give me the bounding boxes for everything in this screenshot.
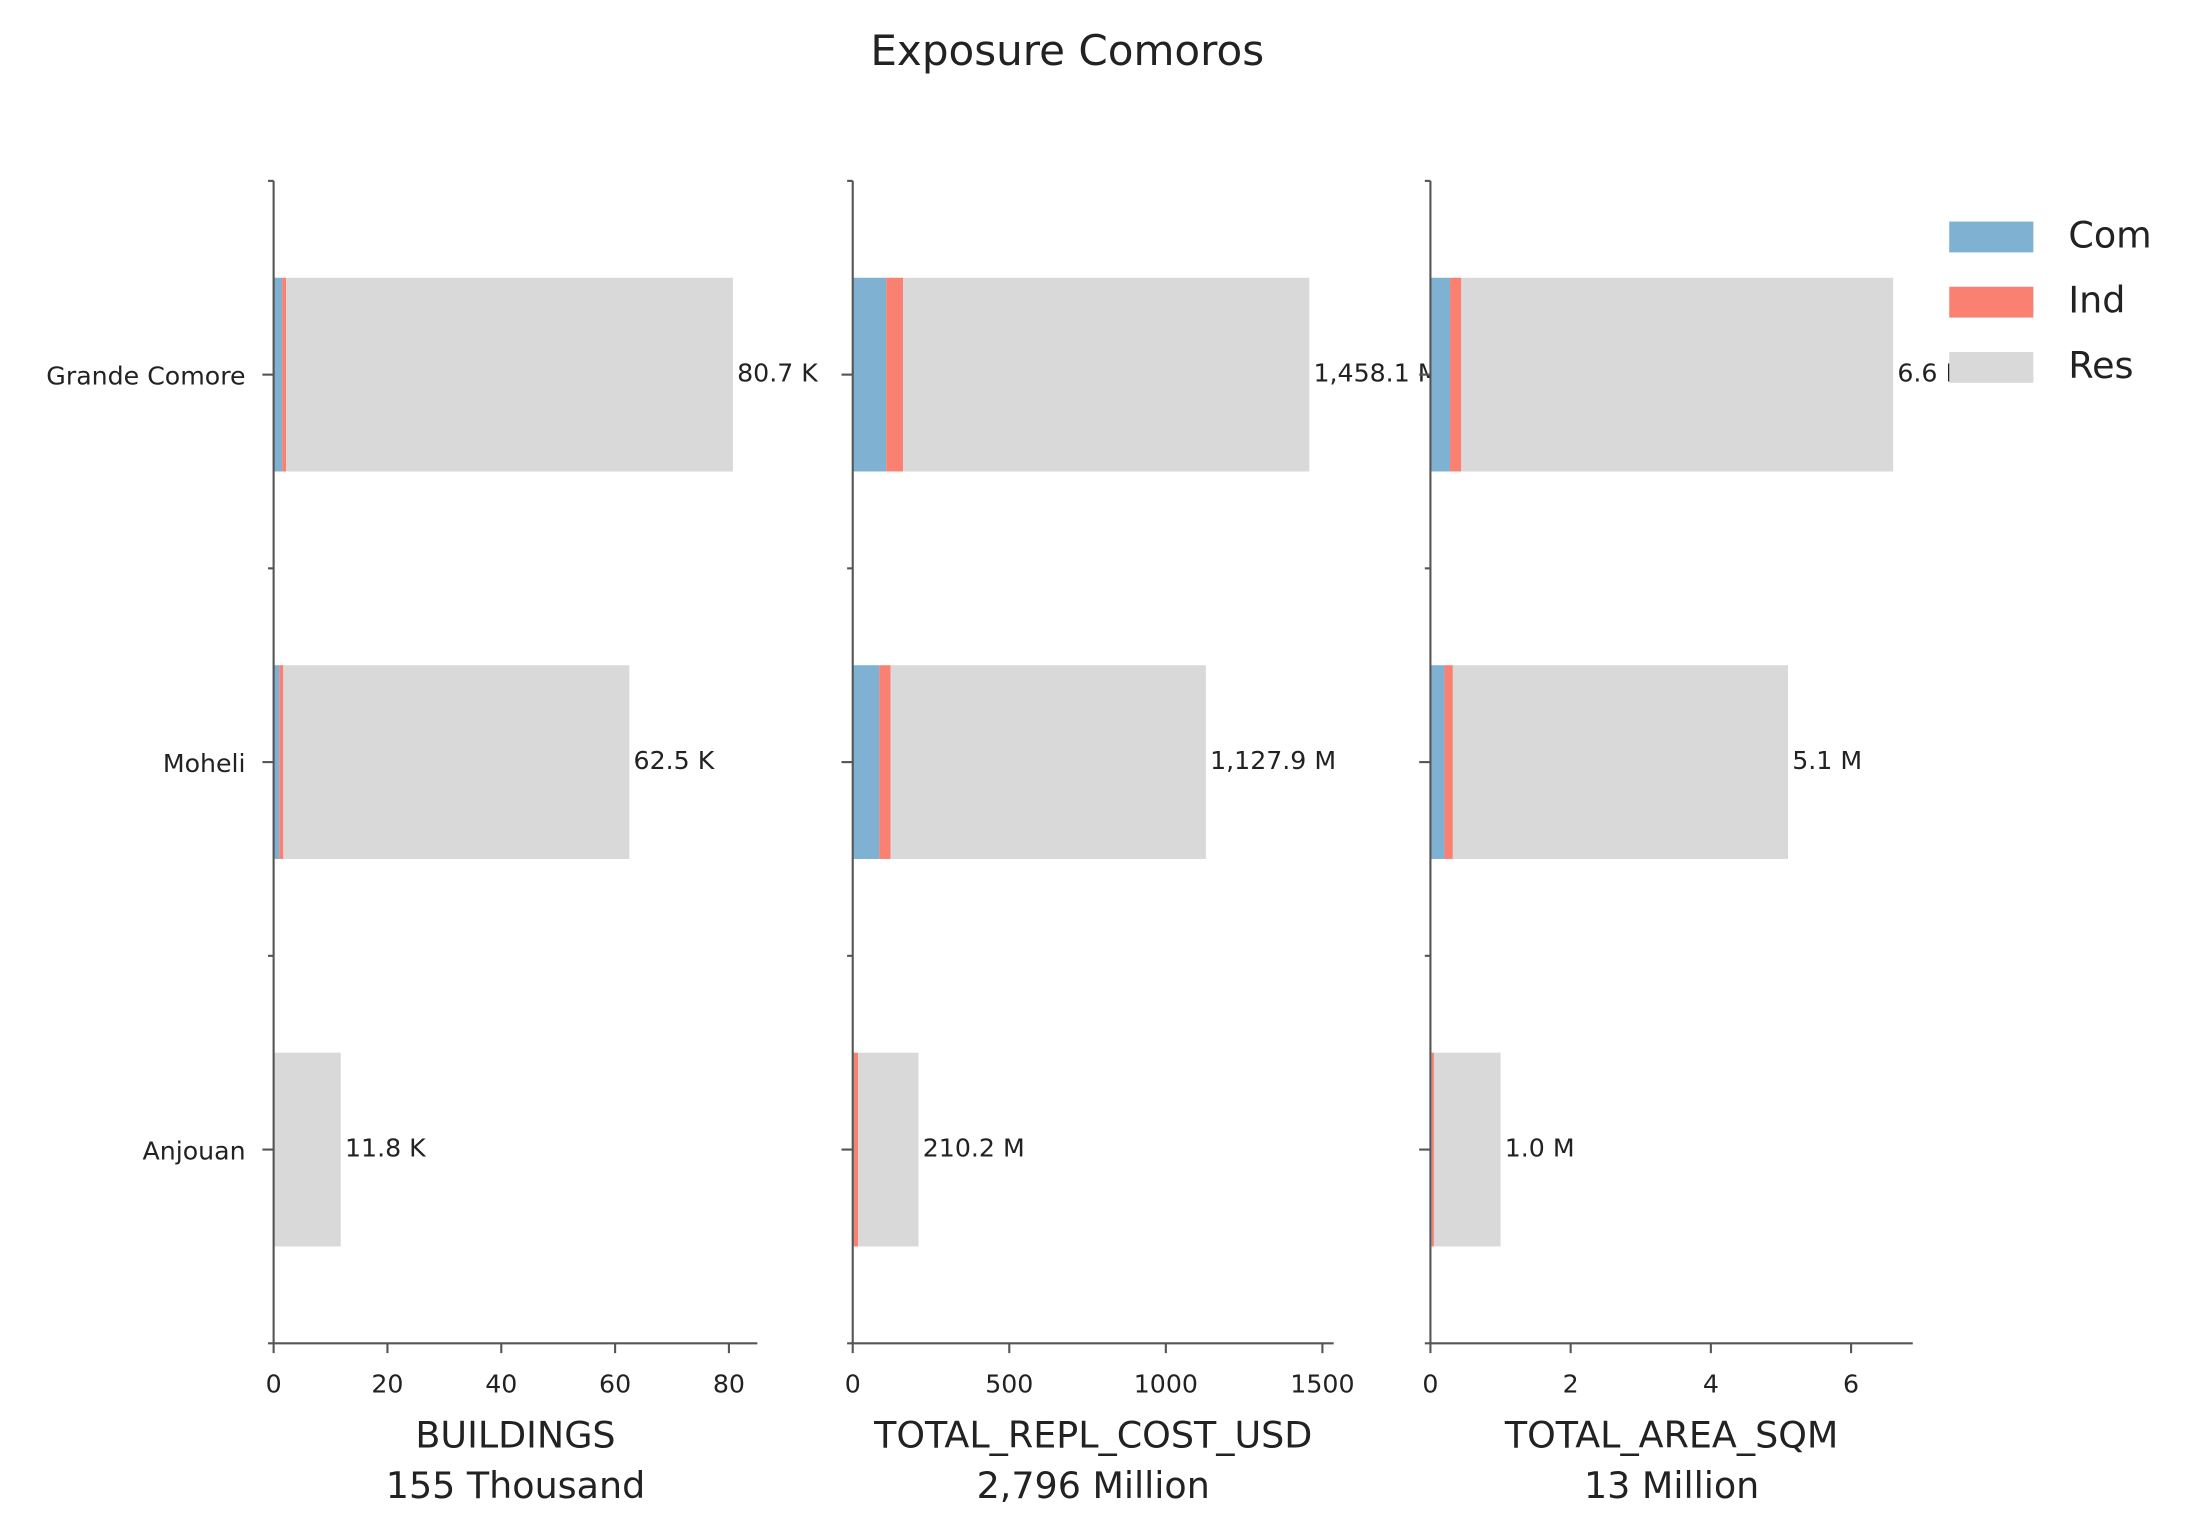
- x-axis-note: 13 Million: [1584, 1464, 1759, 1507]
- x-axis-note: 155 Thousand: [386, 1464, 645, 1507]
- x-tick-label: 6: [1843, 1369, 1859, 1398]
- bar-segment: [1461, 277, 1894, 472]
- bar-segment: [1450, 277, 1462, 472]
- chart-title: Exposure Comoros: [870, 26, 1264, 75]
- x-tick-label: 4: [1703, 1369, 1719, 1398]
- bar-segment: [274, 1052, 341, 1247]
- bar-segment: [273, 277, 283, 472]
- bar-segment: [1452, 665, 1788, 859]
- total-label: 1,458.1 M: [1313, 359, 1439, 388]
- legend-label: Res: [2068, 344, 2133, 387]
- x-tick-label: 2: [1563, 1369, 1579, 1398]
- bar-segment: [903, 277, 1310, 472]
- legend-swatch: [1949, 221, 2034, 253]
- x-tick-label: 60: [599, 1369, 631, 1398]
- y-tick-label: Anjouan: [142, 1136, 245, 1165]
- x-axis-label: BUILDINGS: [415, 1414, 615, 1457]
- legend-label: Com: [2068, 213, 2151, 256]
- x-tick-label: 0: [845, 1369, 861, 1398]
- x-tick-label: 20: [371, 1369, 403, 1398]
- total-label: 5.1 M: [1792, 746, 1862, 775]
- total-label: 62.5 K: [634, 746, 716, 775]
- total-label: 1.0 M: [1505, 1134, 1575, 1163]
- bar-segment: [879, 665, 891, 859]
- x-tick-label: 80: [713, 1369, 745, 1398]
- x-axis-note: 2,796 Million: [977, 1464, 1210, 1507]
- bar-segment: [1433, 1052, 1501, 1247]
- x-axis-label: TOTAL_AREA_SQM: [1504, 1414, 1838, 1457]
- bar-segment: [283, 665, 630, 859]
- y-tick-label: Grande Comore: [46, 361, 245, 390]
- bar-segment: [279, 665, 284, 859]
- x-tick-label: 1500: [1290, 1369, 1354, 1398]
- total-label: 80.7 K: [737, 359, 819, 388]
- legend-swatch: [1949, 351, 2034, 383]
- legend-label: Ind: [2068, 279, 2125, 322]
- bar-segment: [282, 277, 287, 472]
- x-tick-label: 0: [266, 1369, 282, 1398]
- x-tick-label: 0: [1422, 1369, 1438, 1398]
- bar-segment: [858, 1052, 919, 1247]
- legend-swatch: [1949, 286, 2034, 318]
- bar-segment: [1430, 665, 1445, 859]
- total-label: 1,127.9 M: [1210, 746, 1336, 775]
- bar-segment: [273, 665, 280, 859]
- bar-segment: [886, 277, 904, 472]
- bar-segment: [286, 277, 733, 472]
- bar-segment: [1431, 1052, 1434, 1247]
- y-tick-label: Moheli: [163, 749, 246, 778]
- bar-segment: [1444, 665, 1453, 859]
- bar-segment: [853, 1052, 859, 1247]
- total-label: 210.2 M: [923, 1134, 1025, 1163]
- bar-segment: [890, 665, 1206, 859]
- x-axis-label: TOTAL_REPL_COST_USD: [873, 1414, 1312, 1457]
- x-tick-label: 40: [485, 1369, 517, 1398]
- total-label: 11.8 K: [345, 1134, 427, 1163]
- bar-segment: [852, 277, 887, 472]
- x-tick-label: 500: [985, 1369, 1033, 1398]
- bar-segment: [852, 665, 880, 859]
- x-tick-label: 1000: [1134, 1369, 1198, 1398]
- bar-segment: [1430, 277, 1451, 472]
